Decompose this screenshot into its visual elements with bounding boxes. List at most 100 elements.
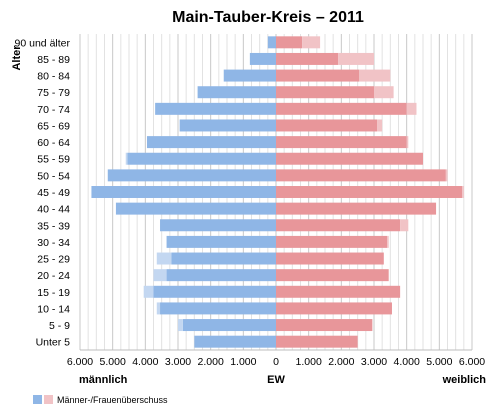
bar-female <box>276 202 437 215</box>
bar-female <box>276 269 389 282</box>
bar-female <box>276 36 303 49</box>
age-group-label: 55 - 59 <box>37 154 70 166</box>
bar-female <box>276 52 339 65</box>
age-group-label: 75 - 79 <box>37 87 70 99</box>
bar-female <box>276 69 360 82</box>
bar-female-surplus <box>302 36 321 49</box>
age-group-label: 30 - 34 <box>37 237 70 249</box>
bar-male <box>197 86 276 99</box>
bar-male <box>179 119 276 132</box>
bar-male-surplus <box>156 252 172 265</box>
legend: Männer-/Frauenüberschuss <box>33 395 168 405</box>
age-group-label: 45 - 49 <box>37 187 70 199</box>
bar-female <box>276 136 407 149</box>
bar-male <box>155 102 276 115</box>
x-tick-label: 6.000 <box>459 356 485 368</box>
x-label-right: weiblich <box>442 374 487 386</box>
chart-title: Main-Tauber-Kreis – 2011 <box>172 9 364 26</box>
age-group-label: 90 und älter <box>15 37 71 49</box>
age-group-label: 65 - 69 <box>37 120 70 132</box>
bar-male <box>127 152 276 165</box>
bar-female-surplus <box>406 136 409 149</box>
x-tick-label: 0 <box>273 356 279 368</box>
age-group-label: 20 - 24 <box>37 270 70 282</box>
legend-swatch-male <box>33 395 42 404</box>
bar-male <box>267 36 276 49</box>
bar-female-surplus <box>445 169 448 182</box>
bar-female <box>276 102 407 115</box>
age-group-label: 25 - 29 <box>37 254 70 266</box>
age-group-label: 80 - 84 <box>37 71 70 83</box>
legend-swatch-female <box>44 395 53 404</box>
bar-female-surplus <box>462 186 464 198</box>
bar-female-surplus <box>374 86 394 99</box>
x-tick-labels: 6.000 5.000 4.000 3.000 2.000 1.000 0 1.000 2.00… <box>67 356 485 368</box>
bar-female <box>276 285 401 298</box>
x-tick-label: 2.000 <box>198 356 224 368</box>
x-tick-label: 2.000 <box>328 356 354 368</box>
bar-female <box>276 219 401 232</box>
legend-label: Männer-/Frauenüberschuss <box>57 395 168 405</box>
age-group-label: 70 - 74 <box>37 104 70 116</box>
x-tick-label: 6.000 <box>67 356 93 368</box>
bar-male <box>166 235 276 248</box>
bar-male <box>91 186 276 198</box>
age-group-label: 15 - 19 <box>37 287 70 299</box>
bar-female <box>276 319 373 332</box>
bar-male <box>166 269 276 282</box>
bar-female <box>276 252 384 265</box>
x-label-left: männlich <box>79 374 128 386</box>
x-tick-label: 4.000 <box>132 356 158 368</box>
x-tick-label: 5.000 <box>100 356 126 368</box>
bar-female-surplus <box>359 69 391 82</box>
age-group-label: 10 - 14 <box>37 303 70 315</box>
bar-male <box>153 285 276 298</box>
age-group-label: 50 - 54 <box>37 170 70 182</box>
bar-female <box>276 302 392 315</box>
age-group-labels: 90 und älter 85 - 89 80 - 84 75 - 79 70 - 74… <box>15 37 71 348</box>
x-tick-label: 1.000 <box>230 356 256 368</box>
bar-male <box>223 69 276 82</box>
bar-male-surplus <box>153 269 167 282</box>
bar-male-surplus <box>143 285 154 298</box>
bar-male <box>249 52 276 65</box>
x-tick-label: 4.000 <box>394 356 420 368</box>
bar-female-surplus <box>377 119 383 132</box>
bars <box>91 36 464 348</box>
x-tick-label: 1.000 <box>296 356 322 368</box>
bar-male <box>171 252 276 265</box>
bar-male <box>182 319 276 332</box>
bar-female <box>276 186 463 198</box>
bar-male <box>194 335 276 348</box>
bar-male <box>107 169 277 182</box>
age-group-label: 60 - 64 <box>37 137 70 149</box>
bar-male-surplus <box>156 302 161 315</box>
age-group-label: 35 - 39 <box>37 220 70 232</box>
bar-male <box>160 302 276 315</box>
age-group-label: 40 - 44 <box>37 204 70 216</box>
age-group-label: 85 - 89 <box>37 54 70 66</box>
bar-male <box>160 219 276 232</box>
bar-male <box>146 136 276 149</box>
x-label-center: EW <box>267 374 285 386</box>
x-tick-label: 3.000 <box>165 356 191 368</box>
bar-female <box>276 169 446 182</box>
bar-male <box>115 202 276 215</box>
bar-male-surplus <box>178 319 183 332</box>
bar-male-surplus <box>125 152 128 165</box>
x-tick-label: 3.000 <box>361 356 387 368</box>
bar-female <box>276 235 388 248</box>
age-group-label: 5 - 9 <box>49 320 70 332</box>
bar-female-surplus <box>406 102 417 115</box>
bar-female-surplus <box>338 52 374 65</box>
bar-female-surplus <box>400 219 409 232</box>
age-group-label: Unter 5 <box>36 337 71 349</box>
bar-female-surplus <box>387 235 389 248</box>
x-tick-label: 5.000 <box>426 356 452 368</box>
bar-female <box>276 86 374 99</box>
bar-female <box>276 152 423 165</box>
y-axis-label: Alter <box>11 45 23 71</box>
bar-female <box>276 335 358 348</box>
bar-female <box>276 119 378 132</box>
